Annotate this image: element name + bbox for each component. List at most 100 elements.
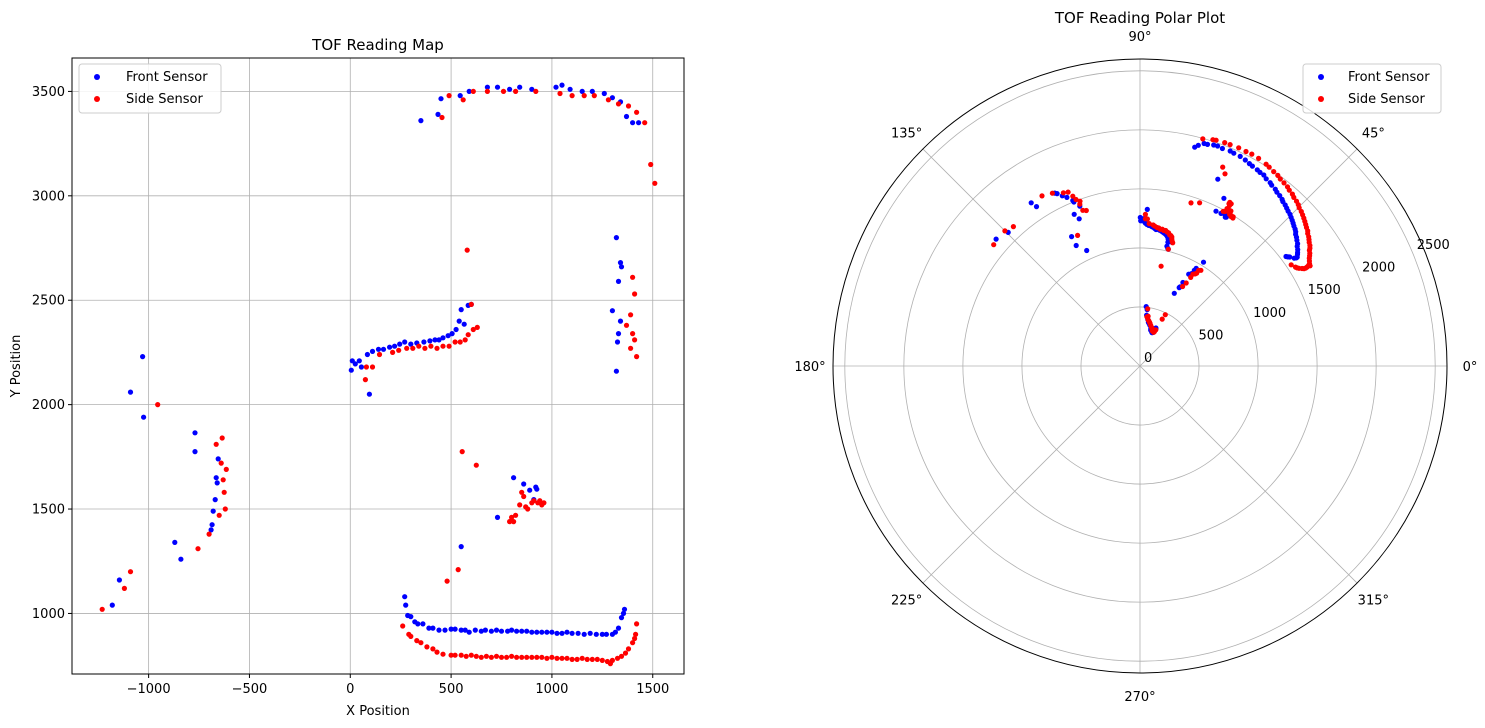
side-sensor-point: [618, 653, 625, 659]
front-sensor-point: [458, 627, 464, 633]
side-sensor-point: [519, 654, 525, 660]
front-sensor-point: [615, 278, 622, 284]
side-sensor-point: [594, 656, 600, 663]
side-sensor-polar-point: [1197, 200, 1203, 206]
front-sensor-polar-point: [1064, 194, 1070, 200]
side-sensor-point: [529, 654, 535, 660]
side-sensor-polar-point: [1288, 262, 1294, 268]
side-sensor-point: [468, 652, 474, 658]
front-sensor-point: [192, 430, 198, 436]
side-sensor-point: [213, 441, 219, 447]
front-sensor-point: [356, 358, 362, 364]
side-sensor-polar-point: [1144, 216, 1150, 222]
front-sensor-point: [620, 610, 627, 617]
side-sensor-polar-point: [1256, 155, 1262, 161]
side-sensor-point: [458, 652, 464, 658]
legend-marker-side: [1318, 96, 1324, 102]
side-sensor-point: [498, 654, 505, 660]
side-sensor-polar-point: [1065, 189, 1071, 195]
scatter-chart: TOF Reading Map −1000 −500 0 500 1000 1500 100…: [9, 36, 685, 719]
side-sensor-polar-point: [1146, 221, 1152, 227]
front-sensor-point: [553, 84, 559, 90]
side-sensor-polar-point: [1002, 228, 1008, 234]
front-sensor-point: [524, 628, 530, 634]
side-sensor-point: [531, 498, 537, 504]
y-tick-label: 2000: [32, 398, 65, 413]
front-sensor-point: [432, 337, 438, 343]
legend-marker-side: [94, 96, 100, 102]
side-sensor-point: [155, 402, 161, 408]
front-sensor-polar-point: [1171, 290, 1177, 296]
front-sensor-point: [418, 118, 424, 124]
front-sensor-point: [364, 351, 370, 358]
side-sensor-point: [632, 337, 638, 343]
side-sensor-polar-point: [1145, 306, 1151, 312]
front-sensor-polar-point: [1263, 176, 1269, 182]
scatter-tick-labels: −1000 −500 0 500 1000 1500 1000 1500 2000 2500 300…: [32, 85, 669, 697]
front-sensor-polar-point: [1215, 176, 1221, 182]
y-tick-label: 3000: [32, 189, 65, 204]
front-sensor-point: [369, 348, 376, 354]
front-sensor-point: [621, 606, 628, 612]
side-sensor-point: [507, 519, 513, 525]
side-sensor-point: [549, 654, 555, 660]
front-sensor-point: [617, 318, 624, 324]
side-sensor-polar-point: [1243, 148, 1249, 155]
side-sensor-point: [390, 349, 396, 355]
side-sensor-point: [446, 93, 452, 99]
side-sensor-point: [376, 351, 383, 358]
front-sensor-point: [440, 335, 446, 341]
front-sensor-point: [549, 629, 555, 635]
front-sensor-polar-point: [1071, 211, 1077, 217]
side-sensor-point: [220, 477, 226, 483]
front-sensor-polar-point: [1242, 157, 1248, 163]
side-sensor-point: [422, 345, 428, 351]
front-sensor-point: [127, 389, 134, 395]
front-sensor-point: [213, 475, 219, 481]
front-sensor-point: [559, 630, 565, 636]
front-sensor-point: [352, 361, 358, 367]
front-sensor-point: [630, 120, 636, 126]
side-sensor-point: [615, 101, 622, 107]
front-sensor-point: [618, 264, 625, 270]
side-sensor-point: [464, 247, 470, 253]
side-sensor-point: [519, 489, 525, 495]
side-sensor-point: [642, 120, 648, 126]
polar-angle-line: [1139, 365, 1358, 584]
front-sensor-point: [539, 629, 545, 635]
side-sensor-point: [444, 578, 450, 584]
side-sensor-polar-point: [1271, 169, 1277, 175]
side-sensor-polar-point: [1230, 214, 1236, 220]
side-sensor-polar-point: [1222, 171, 1228, 177]
front-sensor-point: [438, 96, 444, 102]
x-tick-label: −500: [232, 682, 268, 697]
side-sensor-point: [634, 109, 640, 115]
side-sensor-polar-point: [1220, 164, 1226, 170]
x-tick-label: 1000: [535, 682, 568, 697]
side-sensor-polar-point: [1180, 283, 1186, 290]
front-sensor-point: [208, 527, 214, 533]
front-sensor-point: [380, 346, 387, 352]
side-sensor-polar-point: [1222, 208, 1228, 214]
side-sensor-point: [127, 569, 134, 575]
x-tick-label: 0: [346, 682, 354, 697]
side-sensor-polar-point: [1039, 193, 1045, 199]
side-sensor-point: [634, 354, 640, 360]
side-sensor-point: [455, 567, 461, 573]
side-sensor-point: [630, 274, 636, 280]
polar-chart: TOF Reading Polar Plot 0° 45° 90° 135° 180° 2…: [794, 9, 1477, 705]
side-sensor-polar-point: [1153, 327, 1159, 333]
side-sensor-point: [581, 93, 587, 99]
side-sensor-point: [579, 655, 585, 661]
side-sensor-point: [513, 88, 519, 94]
front-sensor-point: [529, 629, 535, 635]
side-sensor-polar-point: [1183, 280, 1189, 286]
front-sensor-polar-point: [1073, 242, 1079, 249]
front-sensor-point: [358, 364, 364, 370]
side-sensor-point: [465, 332, 471, 338]
front-sensor-point: [214, 480, 220, 486]
side-sensor-point: [222, 506, 228, 512]
front-sensor-point: [445, 333, 451, 339]
side-sensor-point: [537, 498, 543, 504]
